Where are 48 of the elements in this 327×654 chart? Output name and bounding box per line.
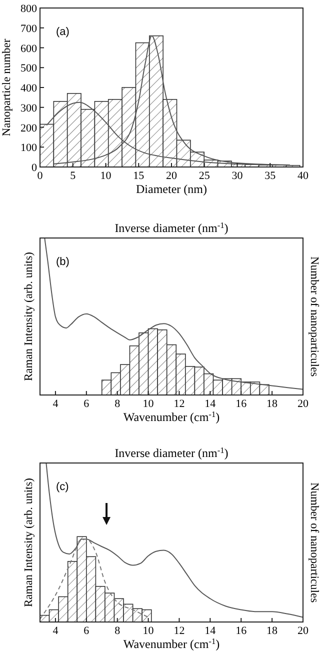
x2-axis-title: Inverse diameter (nm$^{-1}$)	[114, 220, 228, 235]
annotation: (b)	[56, 256, 70, 268]
y-tick-label: 400	[20, 82, 38, 94]
x-tick-label: 6	[84, 625, 90, 637]
x-tick-label: 18	[266, 625, 278, 637]
x-tick-label: 20	[298, 398, 309, 410]
x2-axis-title: Inverse diameter (nm$^{-1}$)	[114, 446, 228, 460]
y-axis-title: Raman Intensity (arb. units)	[23, 478, 35, 608]
y2-axis-title: Number of nanoparticules	[308, 482, 320, 604]
x-tick-label: 14	[204, 625, 216, 637]
x-tick-label: 10	[142, 625, 154, 637]
x-tick-label: 16	[236, 625, 248, 637]
x-tick-label: 18	[266, 398, 278, 410]
y-tick-label: 500	[20, 62, 38, 75]
y-tick-label: 800	[20, 3, 38, 15]
x-tick-label: 10	[100, 170, 112, 182]
x-tick-label: 20	[166, 170, 178, 182]
y-tick-label: 0	[32, 162, 38, 174]
x-tick-label: 4	[52, 398, 59, 410]
x-tick-label: 20	[298, 625, 309, 637]
x-tick-label: 25	[198, 170, 210, 182]
x-tick-label: 15	[133, 170, 145, 182]
x-tick-label: 30	[232, 170, 244, 182]
y-tick-label: 700	[20, 22, 38, 35]
y-tick-label: 200	[20, 122, 38, 134]
x-tick-label: 8	[114, 625, 121, 637]
x-tick-label: 10	[142, 398, 154, 410]
x-axis-title: Wavenumber (cm$^{-1}$)	[123, 636, 220, 651]
x-axis-title: Diameter (nm)	[136, 182, 207, 196]
x-tick-label: 4	[52, 625, 59, 637]
x-tick-label: 12	[174, 398, 185, 410]
x-tick-label: 5	[70, 170, 76, 182]
x-tick-label: 8	[114, 398, 121, 410]
y-axis-title: Raman Intensity (arb. units)	[23, 252, 35, 382]
x-tick-label: 16	[236, 398, 248, 410]
x-tick-label: 14	[204, 398, 216, 410]
y-tick-label: 300	[20, 102, 38, 114]
y-tick-label: 600	[20, 42, 38, 55]
y2-axis-title: Number of nanoparticules	[308, 256, 320, 378]
annotation: (c)	[56, 481, 69, 493]
x-tick-label: 35	[264, 170, 276, 182]
annotation: (a)	[56, 26, 70, 38]
x-tick-label: 6	[84, 398, 90, 410]
x-tick-label: 12	[174, 625, 185, 637]
y-axis-title: Nanoparticle number	[1, 38, 13, 136]
x-axis-title: Wavenumber (cm$^{-1}$)	[123, 410, 220, 424]
x-tick-label: 40	[298, 170, 309, 182]
y-tick-label: 100	[20, 142, 38, 154]
